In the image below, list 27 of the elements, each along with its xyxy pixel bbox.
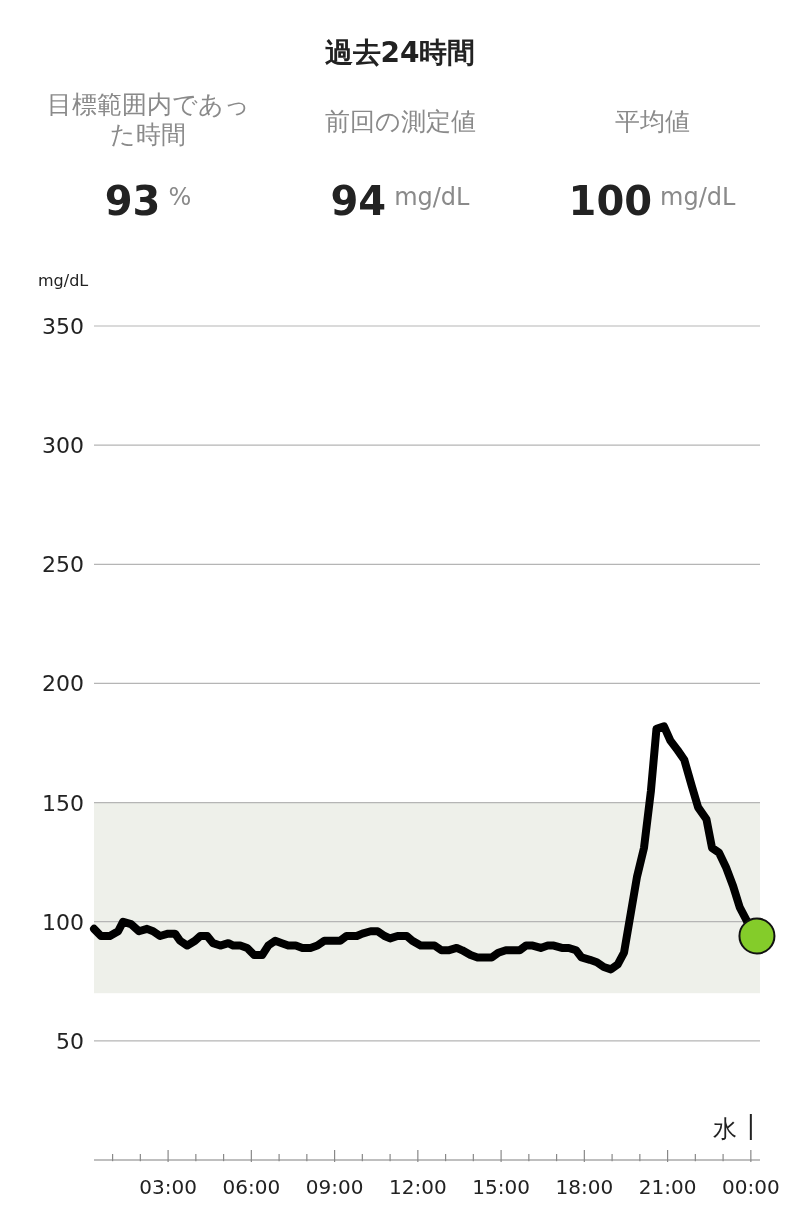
chart-title: 過去24時間 bbox=[324, 36, 476, 69]
y-tick-label: 100 bbox=[42, 909, 84, 935]
y-tick-label: 200 bbox=[42, 671, 84, 697]
x-tick-label: 06:00 bbox=[222, 1175, 281, 1199]
text: mg/dL bbox=[660, 183, 737, 211]
text: 93 bbox=[104, 178, 161, 224]
y-tick-label: 150 bbox=[42, 790, 84, 816]
y-tick-label: 50 bbox=[56, 1028, 84, 1054]
y-tick-label: 350 bbox=[42, 314, 84, 339]
text: 94 bbox=[330, 178, 387, 224]
text: 前回の測定値 bbox=[324, 107, 476, 136]
y-tick-label: 300 bbox=[42, 433, 84, 459]
text: 目標範囲内であった時間 bbox=[46, 90, 250, 149]
ref-line-label: 水 bbox=[712, 1115, 737, 1143]
x-tick-label: 00:00 bbox=[722, 1175, 780, 1199]
text: 100 bbox=[568, 178, 653, 224]
x-tick-label: 21:00 bbox=[638, 1175, 697, 1199]
text: mg/dL bbox=[394, 183, 471, 211]
x-tick-label: 18:00 bbox=[555, 1175, 614, 1199]
x-tick-label: 03:00 bbox=[139, 1175, 197, 1199]
y-tick-label: 250 bbox=[42, 552, 84, 578]
x-tick-label: 12:00 bbox=[389, 1175, 447, 1199]
x-tick-label: 09:00 bbox=[305, 1175, 364, 1199]
text: 平均値 bbox=[614, 107, 690, 136]
y-axis-title: mg/dL bbox=[38, 271, 89, 290]
x-tick-label: 15:00 bbox=[472, 1175, 530, 1199]
text: % bbox=[168, 183, 192, 211]
